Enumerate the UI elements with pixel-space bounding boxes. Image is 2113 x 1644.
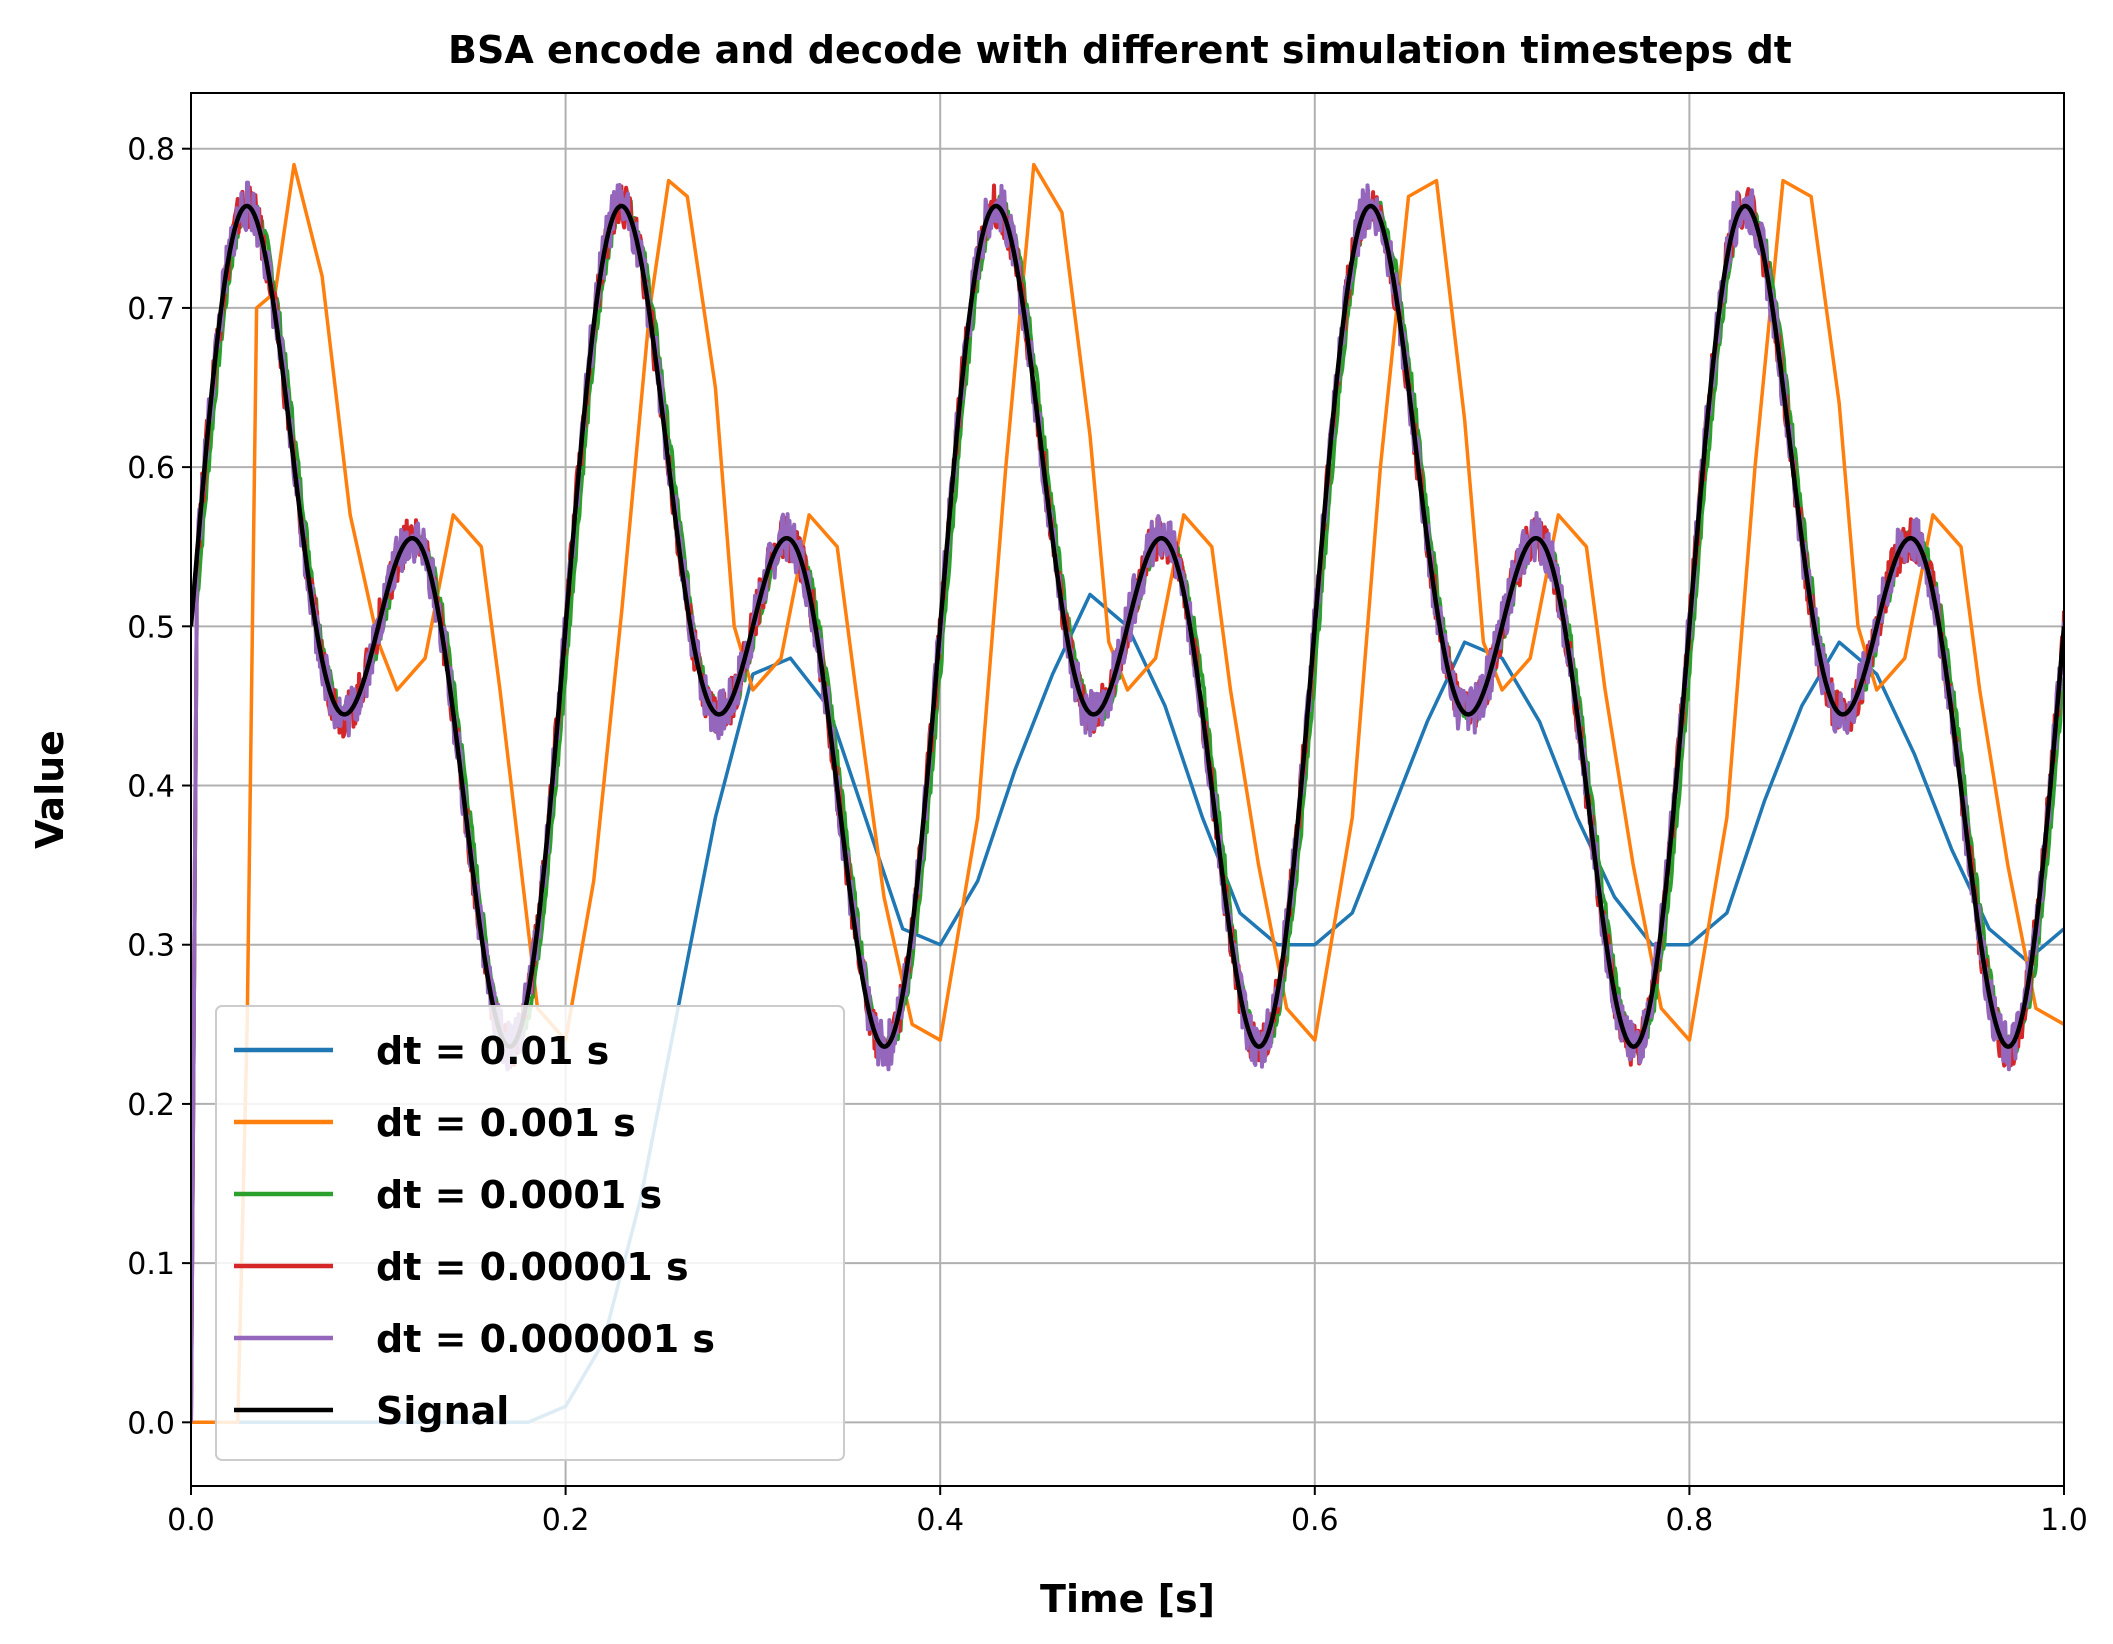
x-tick-label: 0.0 bbox=[167, 1503, 215, 1538]
x-tick-label: 0.8 bbox=[1666, 1503, 1714, 1538]
legend-label: Signal bbox=[376, 1389, 509, 1433]
x-tick-label: 0.6 bbox=[1291, 1503, 1339, 1538]
x-tick-label: 1.0 bbox=[2040, 1503, 2088, 1538]
legend-label: dt = 0.01 s bbox=[376, 1029, 609, 1073]
legend-label: dt = 0.001 s bbox=[376, 1101, 636, 1145]
y-tick-label: 0.5 bbox=[127, 610, 175, 645]
y-tick-label: 0.0 bbox=[127, 1406, 175, 1441]
y-tick-label: 0.7 bbox=[127, 292, 175, 327]
y-tick-label: 0.2 bbox=[127, 1088, 175, 1123]
legend-box bbox=[215, 1005, 845, 1461]
y-tick-label: 0.4 bbox=[127, 770, 175, 805]
x-tick-label: 0.4 bbox=[916, 1503, 964, 1538]
y-tick-label: 0.8 bbox=[127, 133, 175, 168]
x-tick-label: 0.2 bbox=[542, 1503, 590, 1538]
y-tick-label: 0.6 bbox=[127, 451, 175, 486]
series-line-1 bbox=[191, 162, 2064, 1425]
plot-frame bbox=[190, 92, 2065, 1487]
x-axis-label: Time [s] bbox=[1040, 1577, 1215, 1621]
y-tick-label: 0.1 bbox=[127, 1247, 175, 1282]
y-tick-label: 0.3 bbox=[127, 929, 175, 964]
legend-label: dt = 0.0001 s bbox=[376, 1173, 662, 1217]
legend: dt = 0.01 s dt = 0.001 s dt = 0.0001 s dt =… bbox=[215, 1005, 845, 1461]
legend-label: dt = 0.00001 s bbox=[376, 1245, 689, 1289]
ticks: 0.0 0.2 0.4 0.6 0.8 1.0 0.0 0.1 0.2 0.3 0.4 0.5 0.6 0… bbox=[127, 133, 2088, 1538]
y-axis-label: Value bbox=[28, 730, 72, 849]
legend-label: dt = 0.000001 s bbox=[376, 1317, 715, 1361]
chart-title: BSA encode and decode with different sim… bbox=[448, 28, 1792, 72]
